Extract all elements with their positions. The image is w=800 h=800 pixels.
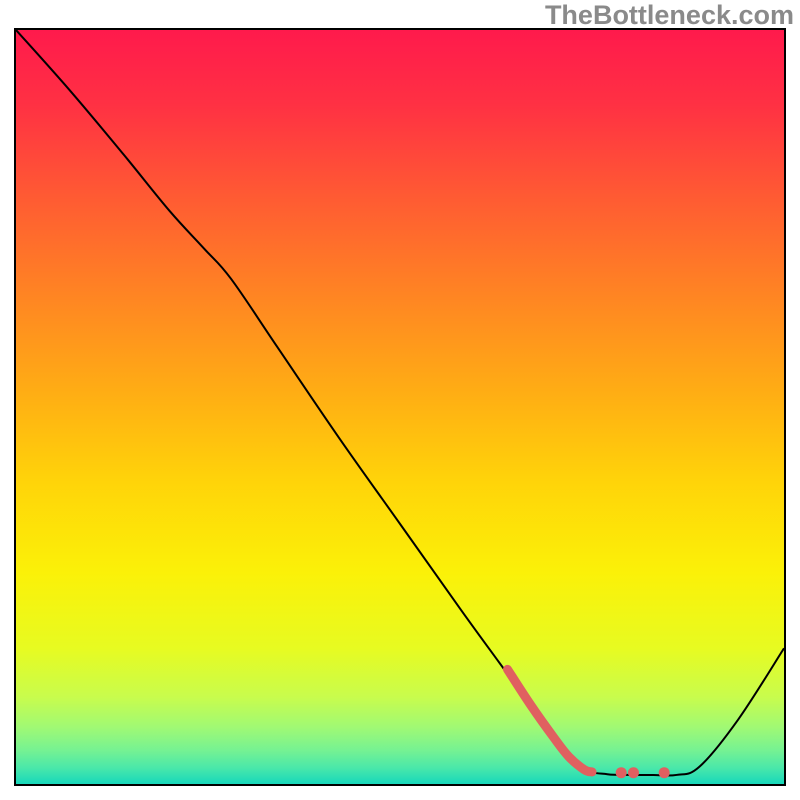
highlight-segment xyxy=(508,669,592,772)
chart-container: TheBottleneck.com xyxy=(0,0,800,800)
watermark-text: TheBottleneck.com xyxy=(545,0,794,31)
plot-svg xyxy=(16,30,784,784)
main-curve xyxy=(16,30,784,776)
highlight-dots-group xyxy=(616,767,670,778)
highlight-dot xyxy=(628,767,639,778)
plot-area xyxy=(14,28,786,786)
highlight-dot xyxy=(616,767,627,778)
highlight-dot xyxy=(659,767,670,778)
